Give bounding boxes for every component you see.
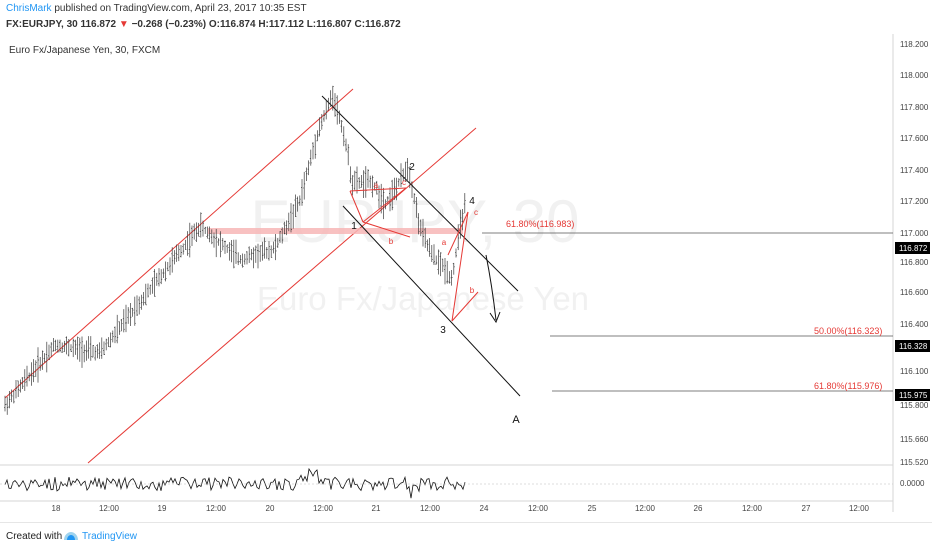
channel-lower-line [87, 127, 477, 464]
price-label-box [895, 242, 930, 254]
x-tick-label: 12:00 [206, 504, 227, 513]
y-tick-label: 115.520 [900, 458, 929, 467]
sub-wave-label: a [442, 238, 447, 247]
y-tick-label: 117.200 [900, 197, 929, 206]
oscillator-line [4, 467, 466, 499]
price-label-box [895, 389, 930, 401]
instrument-title: Euro Fx/Japanese Yen, 30, FXCM [9, 45, 161, 56]
wave-label: 4 [469, 196, 475, 207]
projection-arrow-head [489, 311, 501, 324]
fib-level-label: 61.80%(115.976) [814, 381, 882, 391]
x-tick-label: 25 [588, 504, 597, 513]
tradingview-logo-icon [64, 532, 78, 540]
y-tick-label: 117.800 [900, 103, 929, 112]
x-tick-label: 12:00 [99, 504, 120, 513]
y-tick-label: 116.400 [900, 320, 929, 329]
chart-header: ChrisMark published on TradingView.com, … [0, 0, 932, 34]
fib-level-label: 50.00%(116.323) [814, 326, 882, 336]
price-label: 115.975 [899, 391, 928, 400]
y-tick-label: 116.800 [900, 258, 929, 267]
wave-pattern-line [349, 187, 407, 192]
x-tick-label: 26 [694, 504, 703, 513]
footer: Created with TradingView [0, 522, 932, 551]
channel-upper-line [4, 88, 354, 399]
down-channel-lower-line [342, 205, 521, 397]
y-tick-label: 117.000 [900, 229, 929, 238]
x-tick-label: 19 [158, 504, 167, 513]
wave-pattern-line [451, 211, 469, 322]
wave-pattern-line [447, 211, 469, 256]
y-tick-label: 117.400 [900, 166, 929, 175]
tradingview-link[interactable]: TradingView [82, 531, 138, 542]
publish-line: ChrisMark published on TradingView.com, … [6, 3, 307, 14]
price-label-box [895, 340, 930, 352]
x-tick-label: 12:00 [849, 504, 870, 513]
down-arrow-icon: ▼ [118, 19, 129, 30]
author-link[interactable]: ChrisMark [6, 3, 52, 14]
sub-wave-label: c [474, 208, 478, 217]
y-tick-label: 116.100 [900, 367, 929, 376]
symbol-label: FX:EURJPY, 30 [6, 19, 78, 30]
wave-pattern-line [349, 190, 364, 223]
symbol-line: FX:EURJPY, 30 116.872 ▼ −0.268 (−0.23%) … [6, 19, 401, 30]
y-tick-label: 116.600 [900, 288, 929, 297]
sub-wave-label: b [470, 286, 475, 295]
published-text: published on TradingView.com, April 23, … [54, 3, 307, 14]
watermark-name: Euro Fx/Japanese Yen [257, 280, 589, 317]
x-tick-label: 20 [266, 504, 275, 513]
x-tick-label: 18 [52, 504, 61, 513]
watermark-symbol: EURJPY, 30 [250, 188, 579, 255]
price-change: −0.268 (−0.23%) [131, 19, 207, 30]
support-zone-band [208, 228, 463, 234]
price-label: 116.872 [899, 244, 928, 253]
y-tick-label: 118.000 [900, 71, 929, 80]
ohlc-values: O:116.874 H:117.112 L:116.807 C:116.872 [208, 19, 401, 30]
wave-label: 2 [409, 162, 415, 173]
x-tick-label: 27 [802, 504, 811, 513]
x-tick-label: 12:00 [528, 504, 549, 513]
wave-label: 1 [351, 221, 357, 232]
y-tick-label: 117.600 [900, 134, 929, 143]
wave-label: A [512, 414, 520, 426]
projection-arrow [485, 254, 497, 321]
x-tick-label: 12:00 [635, 504, 656, 513]
down-channel-upper-line [321, 95, 519, 292]
wave-pattern-line [362, 187, 407, 223]
wave-pattern-line [362, 221, 411, 238]
x-tick-label: 21 [372, 504, 381, 513]
x-tick-label: 12:00 [742, 504, 763, 513]
x-tick-label: 12:00 [420, 504, 441, 513]
footer-created-text: Created with [6, 531, 63, 542]
sub-wave-label: c [402, 178, 406, 187]
x-tick-label: 24 [480, 504, 489, 513]
fib-level-label: 61.80%(116.983) [506, 219, 574, 229]
y-tick-label: 115.660 [900, 435, 929, 444]
wave-label: 3 [440, 325, 446, 336]
wave-pattern-line [451, 291, 479, 322]
last-price: 116.872 [80, 19, 117, 30]
price-label: 116.328 [899, 342, 928, 351]
y-tick-label: 118.200 [900, 40, 929, 49]
sub-wave-label: a [374, 181, 379, 190]
x-tick-label: 12:00 [313, 504, 334, 513]
y-tick-label: 115.800 [900, 401, 929, 410]
oscillator-tick-label: 0.0000 [900, 479, 925, 488]
sub-wave-label: b [389, 237, 394, 246]
